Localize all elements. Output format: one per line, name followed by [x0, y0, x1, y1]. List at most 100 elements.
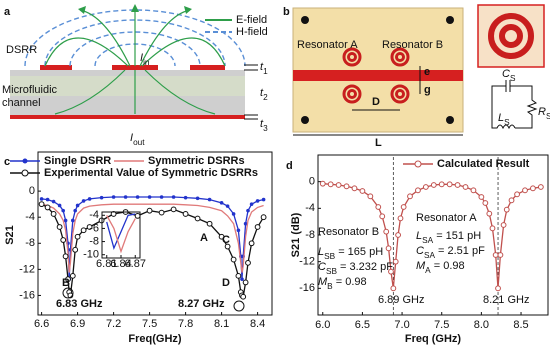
data-point: [123, 195, 128, 199]
x-tick-label: 6.9: [70, 318, 85, 330]
annotation: CSB = 3.232 pF: [318, 261, 393, 276]
diagram-b-text: L: [375, 137, 382, 149]
panel-b-drawing: [292, 4, 545, 136]
diagram-b-text: LS: [498, 112, 510, 127]
text-part: t: [260, 61, 264, 73]
data-point: [503, 206, 510, 213]
annotation: B: [62, 277, 70, 289]
series-line: [41, 203, 264, 273]
annotation: LSA = 151 pH: [416, 230, 481, 245]
data-point: [522, 187, 528, 194]
text-part: I: [140, 52, 143, 64]
data-point: [255, 199, 260, 203]
data-point: [359, 188, 366, 194]
data-point: [134, 212, 141, 219]
x-tick-label: 6.87: [125, 258, 146, 270]
data-point: [492, 252, 499, 258]
data-point: [57, 203, 62, 208]
x-tick-label: 6.0: [315, 319, 330, 331]
data-point: [319, 180, 326, 187]
data-point: [65, 276, 71, 283]
data-point: [63, 218, 68, 223]
text-part: 3: [263, 124, 268, 133]
diagram-b-text: Resonator A: [297, 39, 358, 51]
data-point: [159, 195, 164, 199]
annotation: A: [200, 232, 208, 244]
text-part: M: [318, 276, 328, 288]
x-tick-label: 7.2: [106, 318, 121, 330]
y-axis-label: S21: [4, 225, 16, 245]
series-line: [322, 183, 542, 289]
x-tick-label: 6.81: [96, 258, 117, 270]
text-part: M: [416, 260, 426, 272]
text-part: SB: [324, 252, 336, 261]
panel-label: a: [4, 6, 11, 18]
data-point: [367, 193, 374, 200]
x-tick-label: 6.5: [355, 319, 370, 331]
data-point: [51, 199, 56, 204]
data-point: [81, 199, 86, 203]
data-point: [454, 182, 461, 188]
dimension-lines: [244, 64, 258, 120]
data-point: [69, 272, 76, 279]
y-tick-label: 0: [29, 185, 35, 197]
y-tick-label: -10: [83, 249, 99, 261]
panel-label: b: [283, 6, 290, 18]
panel-a-drawing: [10, 4, 258, 120]
text-part: in: [143, 58, 150, 67]
text-part: = 165 pH: [335, 246, 383, 258]
data-point: [514, 191, 520, 198]
data-point: [486, 210, 493, 217]
dsrr-strip: [112, 65, 158, 70]
data-point: [243, 221, 248, 226]
series-line: [106, 213, 136, 251]
data-point: [248, 240, 255, 247]
diagram-b-text: RS: [538, 106, 550, 121]
y-tick-label: -4: [89, 209, 99, 221]
data-point: [99, 195, 104, 200]
data-point: [72, 246, 79, 253]
legend-label: Experimental Value of Symmetric DSRRs: [44, 167, 258, 179]
text-part: SA: [424, 251, 436, 260]
data-point: [62, 253, 69, 260]
diagram-a-text: Iout: [130, 132, 145, 147]
data-point: [407, 193, 413, 200]
data-point: [60, 237, 67, 243]
highlight-circle: [62, 287, 74, 299]
text-part: = 151 pH: [433, 230, 481, 242]
data-point: [242, 279, 249, 286]
legend-marker: [414, 160, 422, 168]
x-tick-label: 7.5: [142, 318, 157, 330]
data-point: [422, 184, 429, 190]
data-point: [383, 228, 390, 235]
annotation: LSB = 165 pH: [318, 246, 383, 261]
data-point: [478, 194, 485, 200]
diagram-a-text: Iin: [140, 52, 150, 67]
data-point: [397, 215, 404, 222]
data-point: [147, 195, 152, 199]
text-part: SA: [422, 236, 434, 245]
data-point: [38, 201, 45, 208]
text-part: C: [318, 261, 326, 273]
series-line: [41, 196, 264, 280]
legend-marker: [22, 158, 28, 164]
text-part: B: [327, 282, 333, 291]
y-tick-label: 0: [309, 176, 315, 188]
diagram-a-text: t3: [260, 118, 268, 133]
data-point: [261, 197, 266, 202]
resonators: [342, 47, 410, 104]
data-point: [61, 208, 65, 213]
legend-label: Single DSRR: [44, 155, 111, 167]
microstrip: [293, 70, 463, 81]
annotation: Resonator B: [318, 226, 379, 238]
data-point: [171, 195, 176, 199]
y-tick-label: -16: [19, 289, 35, 301]
data-point: [231, 212, 236, 216]
y-tick-label: -8: [25, 237, 35, 249]
data-point: [158, 209, 165, 216]
annotation: Resonator A: [416, 212, 477, 224]
data-point: [135, 195, 140, 199]
text-part: L: [498, 112, 504, 124]
annotation: MA = 0.98: [416, 260, 465, 275]
